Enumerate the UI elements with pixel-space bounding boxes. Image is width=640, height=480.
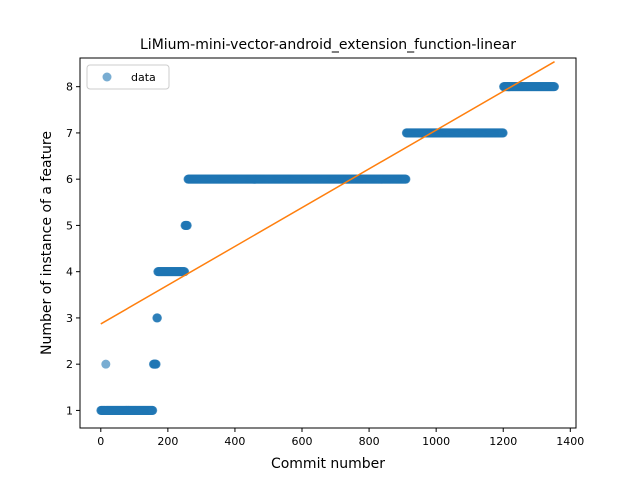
y-tick-label: 3: [66, 312, 73, 325]
x-tick-label: 200: [157, 435, 178, 448]
x-axis: 0 200 400 600 800 1000 1200 1400: [97, 428, 584, 448]
x-tick-label: 800: [359, 435, 380, 448]
x-axis-label: Commit number: [271, 456, 385, 472]
x-tick-label: 1200: [489, 435, 517, 448]
x-tick-label: 400: [224, 435, 245, 448]
y-axis-label: Number of instance of a feature: [39, 131, 55, 355]
scatter-series-data: [96, 82, 560, 415]
y-tick-label: 4: [66, 266, 73, 279]
legend-marker: [102, 72, 112, 82]
x-tick-label: 1000: [422, 435, 450, 448]
data-point: [550, 82, 560, 92]
data-point: [182, 220, 192, 230]
fit-line: [100, 61, 555, 325]
y-tick-label: 6: [66, 173, 73, 186]
data-point: [498, 128, 508, 138]
legend: data: [86, 64, 170, 90]
chart-title: LiMium-mini-vector-android_extension_fun…: [140, 37, 516, 53]
x-tick-label: 0: [97, 435, 104, 448]
legend-label: data: [131, 71, 156, 84]
data-point: [101, 359, 111, 369]
y-tick-label: 5: [66, 219, 73, 232]
y-tick-label: 7: [66, 127, 73, 140]
y-tick-label: 8: [66, 81, 73, 94]
data-point: [152, 313, 162, 323]
data-point: [151, 359, 161, 369]
x-tick-label: 600: [292, 435, 313, 448]
plot-area: [96, 61, 560, 415]
x-tick-label: 1400: [556, 435, 584, 448]
y-axis: 1 2 3 4 5 6 7 8: [66, 81, 80, 417]
y-tick-label: 2: [66, 358, 73, 371]
legend-box: [86, 64, 170, 90]
data-point: [401, 174, 411, 184]
data-point: [148, 405, 158, 415]
y-tick-label: 1: [66, 404, 73, 417]
axes-frame: [79, 57, 577, 429]
